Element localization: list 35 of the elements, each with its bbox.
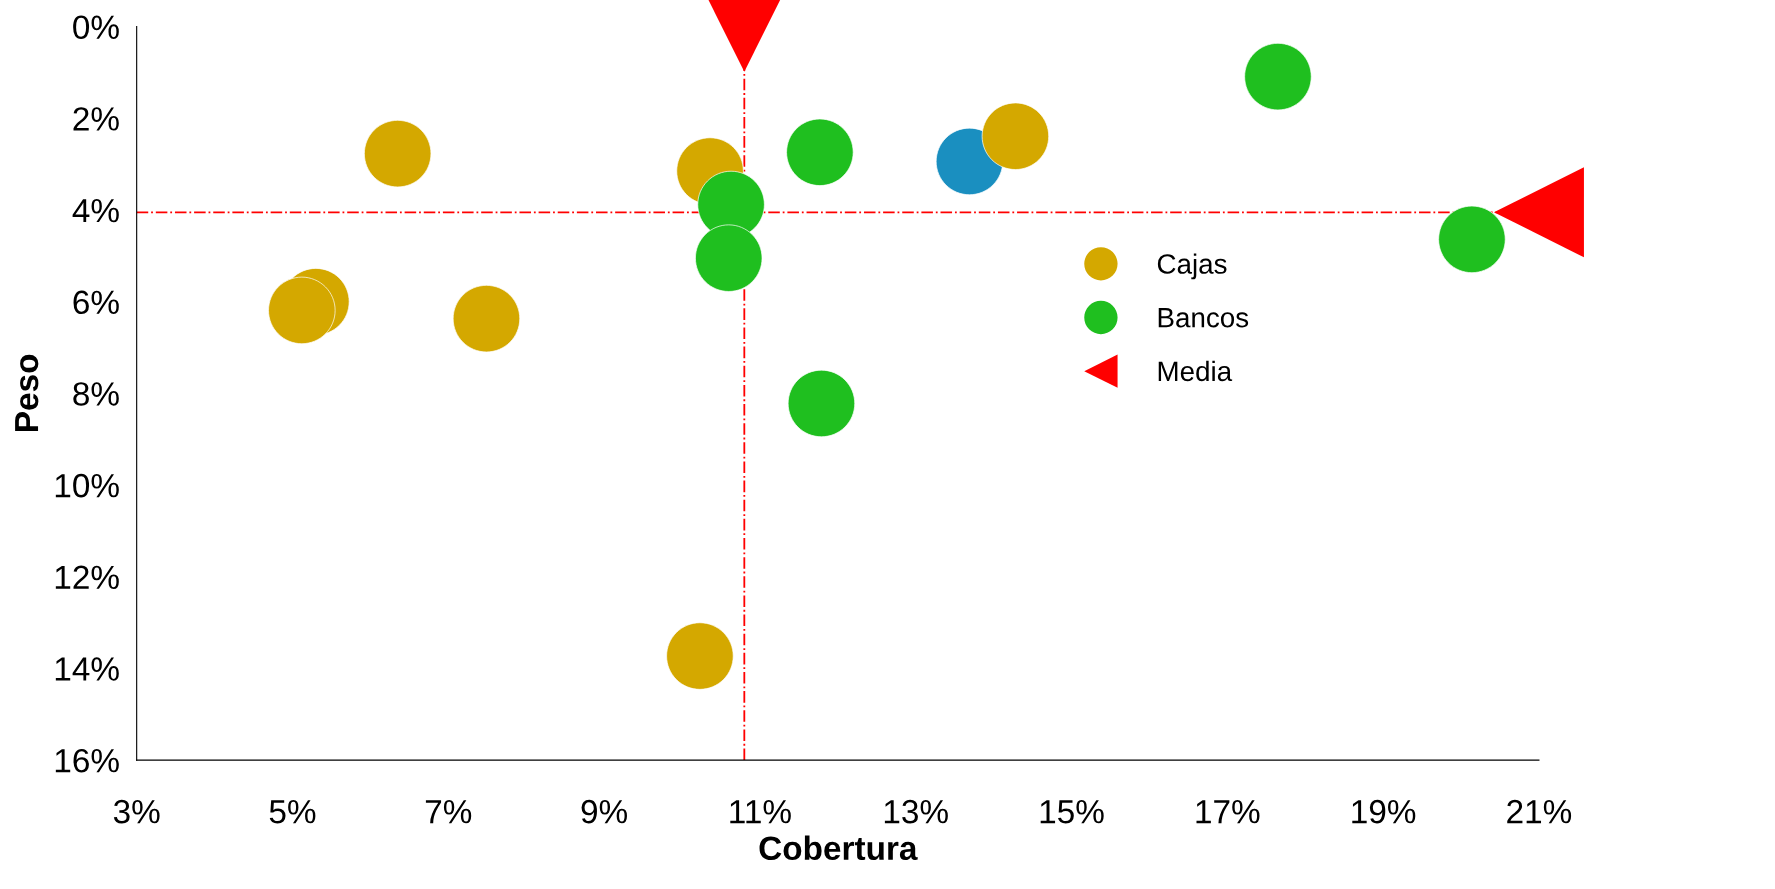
y-tick-label: 4% (72, 198, 119, 223)
y-tick-label: 0% (73, 15, 119, 40)
x-tick-label: 7% (425, 800, 472, 824)
y-tick-label: 6% (73, 290, 119, 315)
point (666, 622, 734, 690)
x-tick-label: 5% (269, 800, 316, 824)
y-tick-label: 2% (73, 107, 119, 131)
point (695, 224, 763, 292)
legend-label: Cajas (1157, 253, 1227, 280)
legend-label: Bancos (1158, 308, 1249, 328)
y-axis-title: Peso (15, 354, 39, 431)
x-tick-label: 9% (581, 799, 627, 824)
point (1244, 42, 1312, 111)
point (268, 276, 336, 345)
legend-label: Media (1158, 360, 1233, 382)
x-tick-label: 15% (1040, 800, 1104, 824)
x-tick-label: 21% (1507, 799, 1572, 824)
y-tick-label: 10% (55, 473, 119, 498)
y-tick-label: 14% (55, 657, 119, 681)
point (1438, 205, 1506, 274)
x-tick-label: 11% (730, 800, 791, 824)
x-tick-label: 3% (113, 799, 160, 824)
point (786, 118, 854, 186)
x-tick-label: 19% (1352, 799, 1416, 824)
x-tick-label: 17% (1196, 800, 1260, 824)
y-tick-label: 16% (55, 748, 119, 773)
y-tick-label: 12% (55, 565, 119, 590)
point (787, 369, 856, 438)
point (452, 285, 521, 353)
point (363, 119, 432, 188)
point (1493, 167, 1584, 258)
x-axis-title: Cobertura (759, 835, 918, 861)
y-tick-label: 8% (73, 382, 119, 406)
x-tick-label: 13% (884, 799, 948, 824)
point (981, 102, 1050, 170)
